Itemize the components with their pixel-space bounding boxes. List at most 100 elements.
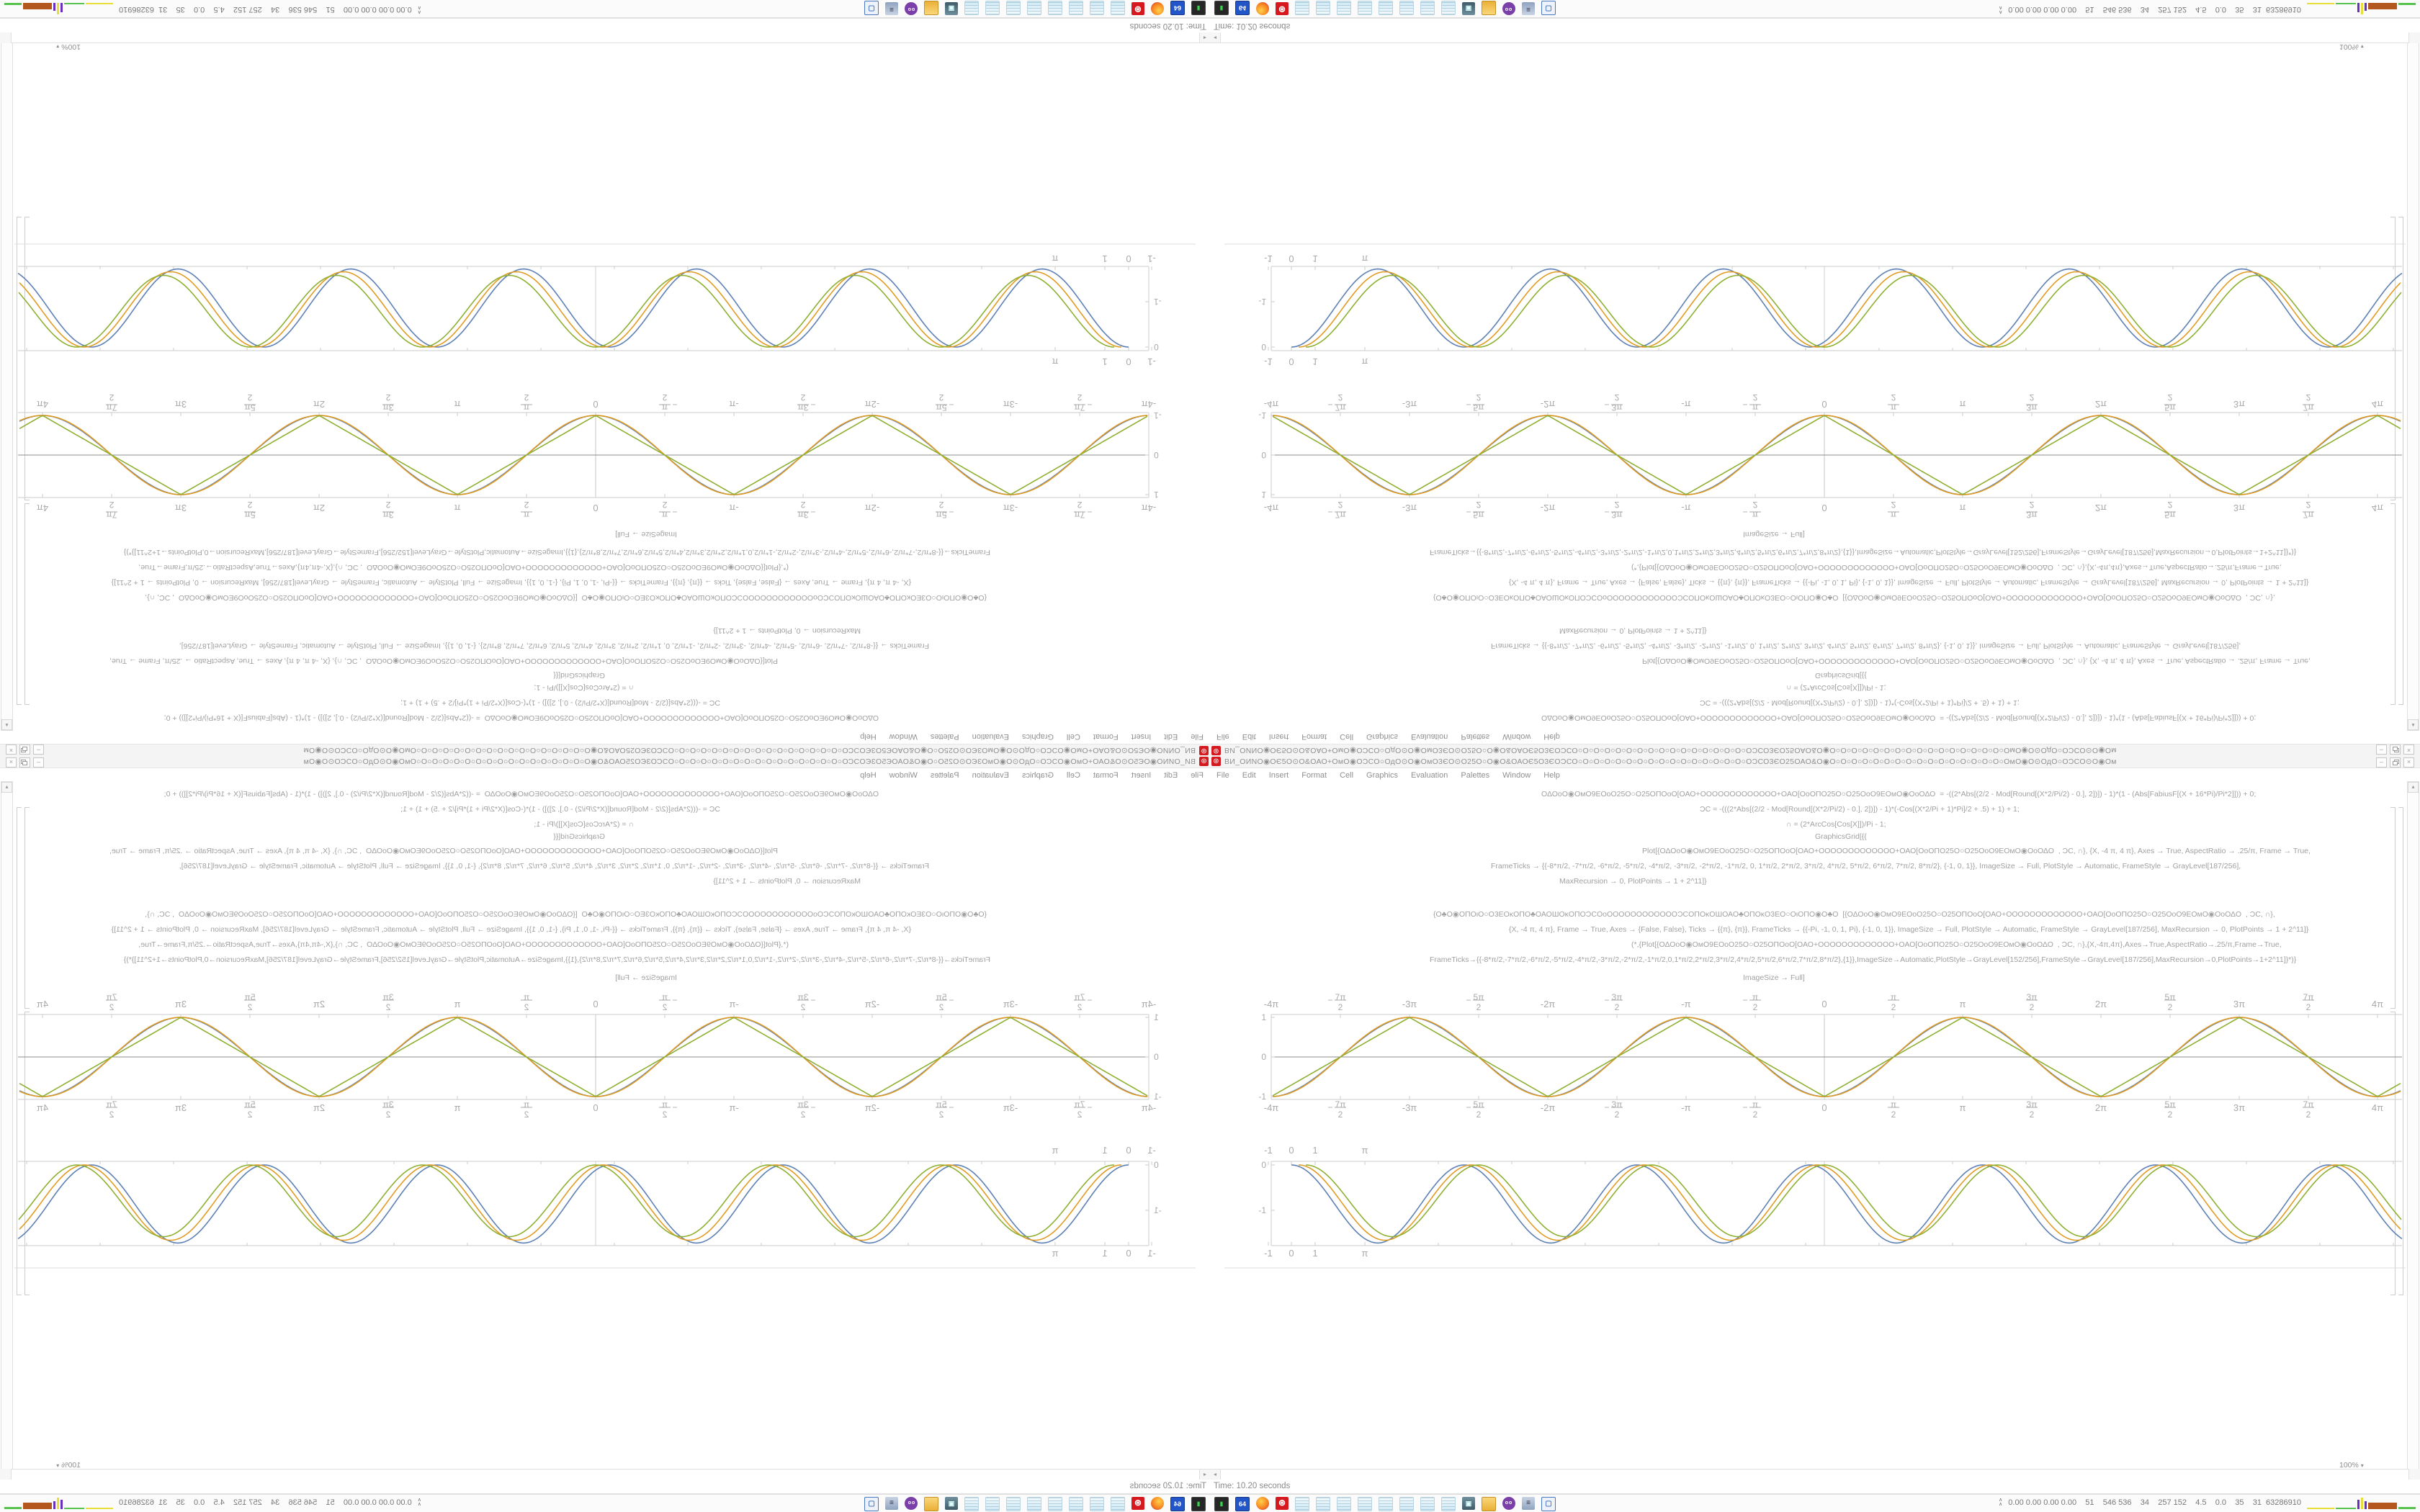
folder-icon[interactable] <box>924 1497 938 1511</box>
code-line[interactable]: {X, -4 π, 4 π}, Frame → True, Axes → {Fa… <box>1509 578 2309 587</box>
window-titlebar[interactable]: ⊛ ВИ_ОИNО◉ОЄ5О⊙О&ОАО+ОмО◉ОƆСО○ОдО⊙О◉ОмО3… <box>1210 756 2420 768</box>
code-line[interactable]: MaxRecursion → 0, PlotPoints → 1 + 2^11]… <box>1559 877 1707 886</box>
notepad-icon[interactable] <box>1337 1497 1351 1511</box>
horizontal-scrollbar[interactable]: ◂ <box>0 1469 1210 1481</box>
code-line[interactable]: ΟΔΟοΟ◉ΟмΟ9ΕΟοΟ25Ο○Ο25ΟΠΟοΟ[ΟΑΟ+ΟΟΟΟΟΟΟΟΟ… <box>163 714 879 722</box>
menu-item-window[interactable]: Window <box>1502 771 1531 780</box>
menu-item-cell[interactable]: Cell <box>1340 771 1354 780</box>
menu-item-edit[interactable]: Edit <box>1164 771 1178 780</box>
notepad-icon[interactable] <box>1111 1 1125 15</box>
menu-item-edit[interactable]: Edit <box>1164 732 1178 741</box>
code-line[interactable]: FrameTicks → {{-8*π/2, -7*π/2, -6*π/2, -… <box>1491 642 2241 650</box>
display-icon[interactable]: ▣ <box>945 1497 958 1510</box>
notepad-icon[interactable] <box>1090 1 1104 15</box>
notepad-icon[interactable] <box>1399 1497 1414 1511</box>
code-line[interactable]: ImageSize → Full] <box>615 530 677 539</box>
floppy-64-icon[interactable]: 64 <box>1235 1 1250 15</box>
code-line[interactable]: ImageSize → Full] <box>615 973 677 982</box>
notepad-icon[interactable] <box>1069 1 1083 15</box>
menu-item-evaluation[interactable]: Evaluation <box>972 732 1009 741</box>
notepad-icon[interactable] <box>1379 1497 1393 1511</box>
notepad-icon[interactable] <box>1441 1 1456 15</box>
firefox-icon[interactable] <box>1256 1497 1269 1510</box>
firefox-icon[interactable] <box>1151 2 1164 15</box>
notepad-icon[interactable] <box>1006 1 1021 15</box>
folder-icon[interactable] <box>1482 1 1496 15</box>
code-line[interactable]: MaxRecursion → 0, PlotPoints → 1 + 2^11]… <box>1559 626 1707 635</box>
notepad-icon[interactable] <box>985 1 1000 15</box>
notepad-icon[interactable] <box>1295 1497 1309 1511</box>
menu-item-graphics[interactable]: Graphics <box>1366 771 1399 780</box>
menu-item-format[interactable]: Format <box>1093 732 1119 741</box>
menu-item-help[interactable]: Help <box>860 732 877 741</box>
menu-item-edit[interactable]: Edit <box>1242 771 1256 780</box>
owl-icon[interactable]: oo <box>905 2 918 15</box>
notepad-icon[interactable] <box>1316 1 1330 15</box>
code-line[interactable]: FrameTicks→{{-8*π/2,-7*π/2,-6*π/2,-5*π/2… <box>1430 548 2297 557</box>
code-line[interactable]: ƆC = -(((2*Abs[(2/2 - Mod[Round[(X*2/Pi/… <box>400 698 720 707</box>
menu-item-help[interactable]: Help <box>860 771 877 780</box>
menu-item-cell[interactable]: Cell <box>1340 732 1354 741</box>
menu-item-palettes[interactable]: Palettes <box>930 732 959 741</box>
owl-icon[interactable]: oo <box>905 1497 918 1510</box>
window-titlebar[interactable]: ⊛ ВИ_ОИNО◉ОЄ5О⊙О&ОАО+ОмО◉ОƆСО○ОдО⊙О◉ОмО3… <box>0 756 1210 768</box>
minimize-button[interactable]: – <box>2376 744 2387 755</box>
vertical-scrollbar[interactable]: ▴ <box>1 42 13 731</box>
code-line[interactable]: FrameTicks → {{-8*π/2, -7*π/2, -6*π/2, -… <box>179 862 929 870</box>
notebook-content[interactable]: ΟΔΟοΟ◉ΟмΟ9ΕΟοΟ25Ο○Ο25ΟΠΟοΟ[ΟΑΟ+ΟΟΟΟΟΟΟΟΟ… <box>1210 780 2420 1469</box>
code-line[interactable]: {X, -4 π, 4 π}, Frame → True, Axes → {Fa… <box>111 578 911 587</box>
code-line[interactable]: {X, -4 π, 4 π}, Frame → True, Axes → {Fa… <box>111 925 911 934</box>
window-icon[interactable]: ▢ <box>1541 1497 1556 1511</box>
menu-item-file[interactable]: File <box>1216 732 1229 741</box>
code-line[interactable]: ∩ = (2*ArcCos[Cos[X]])/Pi - 1; <box>534 820 634 829</box>
magnification-control[interactable]: 100% ▾ <box>56 43 81 51</box>
scroll-left-icon[interactable]: ◂ <box>1199 1470 1210 1480</box>
cell-bracket-code[interactable] <box>24 503 30 705</box>
restore-button[interactable] <box>19 757 30 768</box>
code-line[interactable]: ΟΔΟοΟ◉ΟмΟ9ΕΟοΟ25Ο○Ο25ΟΠΟοΟ[ΟΑΟ+ΟΟΟΟΟΟΟΟΟ… <box>1541 790 2257 798</box>
menu-item-insert[interactable]: Insert <box>1131 771 1152 780</box>
script-icon[interactable]: ≡ <box>1522 2 1535 15</box>
code-line[interactable]: {Ο♣Ο◉ΟΠΟιΟ○Ο3ΕΟκΟΠΟ♣ΟΑΟШΟκΟΠΟƆCΟοΟΟΟΟΟΟΟ… <box>1433 593 2275 602</box>
floppy-64-icon[interactable]: 64 <box>1170 1 1185 15</box>
menu-item-insert[interactable]: Insert <box>1268 771 1289 780</box>
notepad-icon[interactable] <box>985 1497 1000 1511</box>
code-line[interactable]: FrameTicks→{{-8*π/2,-7*π/2,-6*π/2,-5*π/2… <box>1430 955 2297 964</box>
window-icon[interactable]: ▢ <box>864 1 879 15</box>
menu-item-help[interactable]: Help <box>1543 732 1560 741</box>
code-line[interactable]: ImageSize → Full] <box>1743 973 1805 982</box>
menu-item-file[interactable]: File <box>1191 732 1204 741</box>
floppy-64-icon[interactable]: 64 <box>1170 1497 1185 1511</box>
horizontal-scrollbar[interactable]: ◂ <box>1210 1469 2420 1481</box>
menu-item-help[interactable]: Help <box>1543 771 1560 780</box>
firefox-icon[interactable] <box>1256 2 1269 15</box>
menu-item-graphics[interactable]: Graphics <box>1021 732 1054 741</box>
menu-item-insert[interactable]: Insert <box>1268 732 1289 741</box>
tray-chevron-icon[interactable]: ∧ ∧ <box>417 5 421 14</box>
menu-item-edit[interactable]: Edit <box>1242 732 1256 741</box>
terminal-icon[interactable]: ▮ <box>1214 1497 1229 1511</box>
settings-gear-icon[interactable]: ⊛ <box>1276 1497 1289 1510</box>
scroll-up-icon[interactable]: ▴ <box>2408 782 2419 793</box>
code-line[interactable]: (*,{Plot[{ΟΔΟοΟ◉ΟмΟ9ΕΟοΟ25Ο○Ο25ΟΠΟοΟ[ΟΑΟ… <box>1631 940 2282 949</box>
code-line[interactable]: FrameTicks→{{-8*π/2,-7*π/2,-6*π/2,-5*π/2… <box>123 548 990 557</box>
display-icon[interactable]: ▣ <box>945 2 958 15</box>
cell-bracket-code[interactable] <box>2390 807 2396 1009</box>
display-icon[interactable]: ▣ <box>1462 2 1475 15</box>
notepad-icon[interactable] <box>1358 1497 1372 1511</box>
minimize-button[interactable]: – <box>2376 757 2387 768</box>
code-line[interactable]: {Ο♣Ο◉ΟΠΟιΟ○Ο3ΕΟκΟΠΟ♣ΟΑΟШΟκΟΠΟƆCΟοΟΟΟΟΟΟΟ… <box>1433 910 2275 919</box>
close-button[interactable]: × <box>6 744 17 755</box>
code-line[interactable]: FrameTicks→{{-8*π/2,-7*π/2,-6*π/2,-5*π/2… <box>123 955 990 964</box>
code-line[interactable]: ΟΔΟοΟ◉ΟмΟ9ΕΟοΟ25Ο○Ο25ΟΠΟοΟ[ΟΑΟ+ΟΟΟΟΟΟΟΟΟ… <box>163 790 879 798</box>
menu-item-window[interactable]: Window <box>889 771 918 780</box>
notepad-icon[interactable] <box>1316 1497 1330 1511</box>
code-line[interactable]: {Ο♣Ο◉ΟΠΟιΟ○Ο3ΕΟκΟΠΟ♣ΟΑΟШΟκΟΠΟƆCΟοΟΟΟΟΟΟΟ… <box>145 593 987 602</box>
close-button[interactable]: × <box>2403 757 2414 768</box>
scroll-left-icon[interactable]: ◂ <box>1199 32 1210 42</box>
code-line[interactable]: Plot[{ΟΔΟοΟ◉ΟмΟ9ΕΟοΟ25Ο○Ο25ΟΠΟοΟ[ΟΑΟ+ΟΟΟ… <box>109 847 778 855</box>
display-icon[interactable]: ▣ <box>1462 1497 1475 1510</box>
restore-button[interactable] <box>2390 757 2401 768</box>
terminal-icon[interactable]: ▮ <box>1214 1 1229 15</box>
notepad-icon[interactable] <box>1295 1 1309 15</box>
